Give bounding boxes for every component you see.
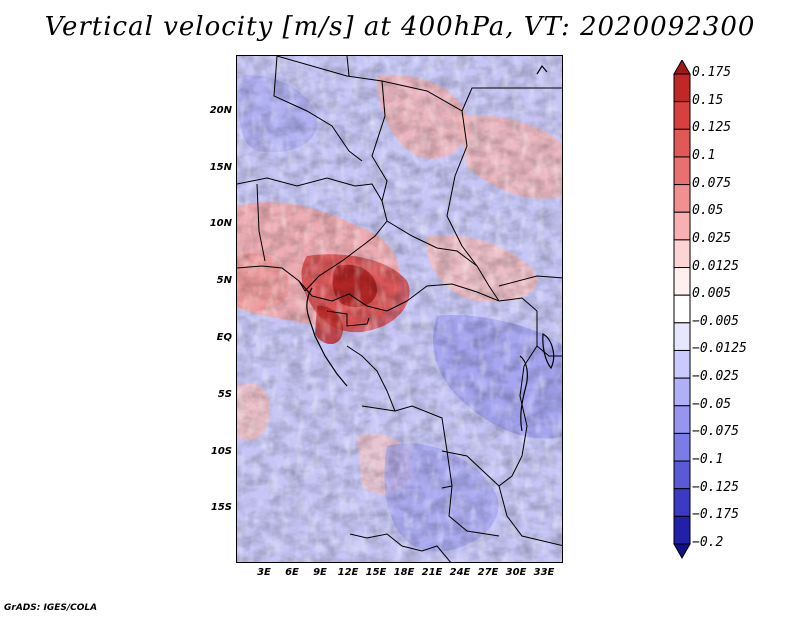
- colorbar-label: 0.175: [692, 65, 732, 80]
- lon-label: 33E: [533, 567, 555, 578]
- colorbar-label: 0.15: [692, 92, 724, 108]
- colorbar-swatch: [673, 239, 691, 269]
- colorbar-swatch: [673, 73, 691, 103]
- lat-label: 15S: [210, 502, 232, 513]
- lon-label: 3E: [257, 567, 271, 578]
- colorbar-label: 0.05: [692, 203, 724, 219]
- lat-label: 10N: [209, 218, 232, 229]
- colorbar-swatch: [673, 349, 691, 379]
- lat-label: 5S: [217, 389, 232, 400]
- lat-label: 10S: [210, 446, 232, 457]
- colorbar-label: −0.175: [692, 507, 739, 523]
- colorbar-label: −0.2: [692, 535, 724, 550]
- lon-label: 15E: [365, 567, 387, 578]
- colorbar-swatch: [673, 267, 691, 296]
- colorbar-min-triangle: [673, 543, 691, 560]
- country-borders: [237, 56, 562, 562]
- colorbar-label: −0.0125: [692, 341, 747, 357]
- colorbar-max-triangle: [673, 60, 691, 75]
- colorbar-label: −0.05: [692, 396, 732, 412]
- colorbar-swatch: [673, 101, 691, 130]
- colorbar-swatch: [673, 294, 691, 324]
- lon-label: 27E: [477, 567, 499, 578]
- colorbar-swatch: [673, 128, 691, 158]
- colorbar-label: 0.0125: [692, 258, 739, 274]
- colorbar-label: −0.125: [692, 479, 739, 495]
- grads-credit: GrADS: IGES/COLA: [4, 603, 98, 613]
- colorbar-label: 0.005: [692, 286, 732, 302]
- colorbar-swatch: [673, 377, 691, 407]
- colorbar-label: −0.005: [692, 313, 739, 329]
- colorbar: [673, 60, 691, 560]
- vertical-velocity-field: [237, 56, 562, 562]
- colorbar-label: 0.075: [692, 175, 732, 191]
- colorbar-label: −0.1: [692, 452, 724, 468]
- colorbar-swatch: [673, 405, 691, 434]
- lat-label: 5N: [216, 275, 232, 286]
- colorbar-label: 0.125: [692, 120, 732, 136]
- lon-label: 18E: [393, 567, 415, 578]
- lat-label: 15N: [209, 162, 232, 173]
- colorbar-swatch: [673, 460, 691, 490]
- lon-label: 12E: [337, 567, 359, 578]
- colorbar-swatch: [673, 432, 691, 462]
- colorbar-swatch: [673, 322, 691, 351]
- colorbar-swatch: [673, 156, 691, 186]
- lon-label: 21E: [421, 567, 443, 578]
- colorbar-label: 0.025: [692, 230, 732, 246]
- colorbar-swatch: [673, 515, 691, 545]
- colorbar-swatch: [673, 211, 691, 241]
- colorbar-label: −0.075: [692, 424, 739, 440]
- lon-label: 6E: [285, 567, 299, 578]
- lon-label: 24E: [449, 567, 471, 578]
- colorbar-swatch: [673, 184, 691, 213]
- colorbar-label: −0.025: [692, 369, 739, 385]
- map-title: Vertical velocity [m/s] at 400hPa, VT: 2…: [44, 12, 756, 42]
- lon-label: 30E: [505, 567, 527, 578]
- lat-label: EQ: [216, 332, 232, 343]
- colorbar-swatch: [673, 488, 691, 517]
- lat-label: 20N: [209, 105, 232, 116]
- colorbar-label: 0.1: [692, 147, 716, 163]
- map-plot-area: [236, 55, 563, 563]
- lon-label: 9E: [313, 567, 327, 578]
